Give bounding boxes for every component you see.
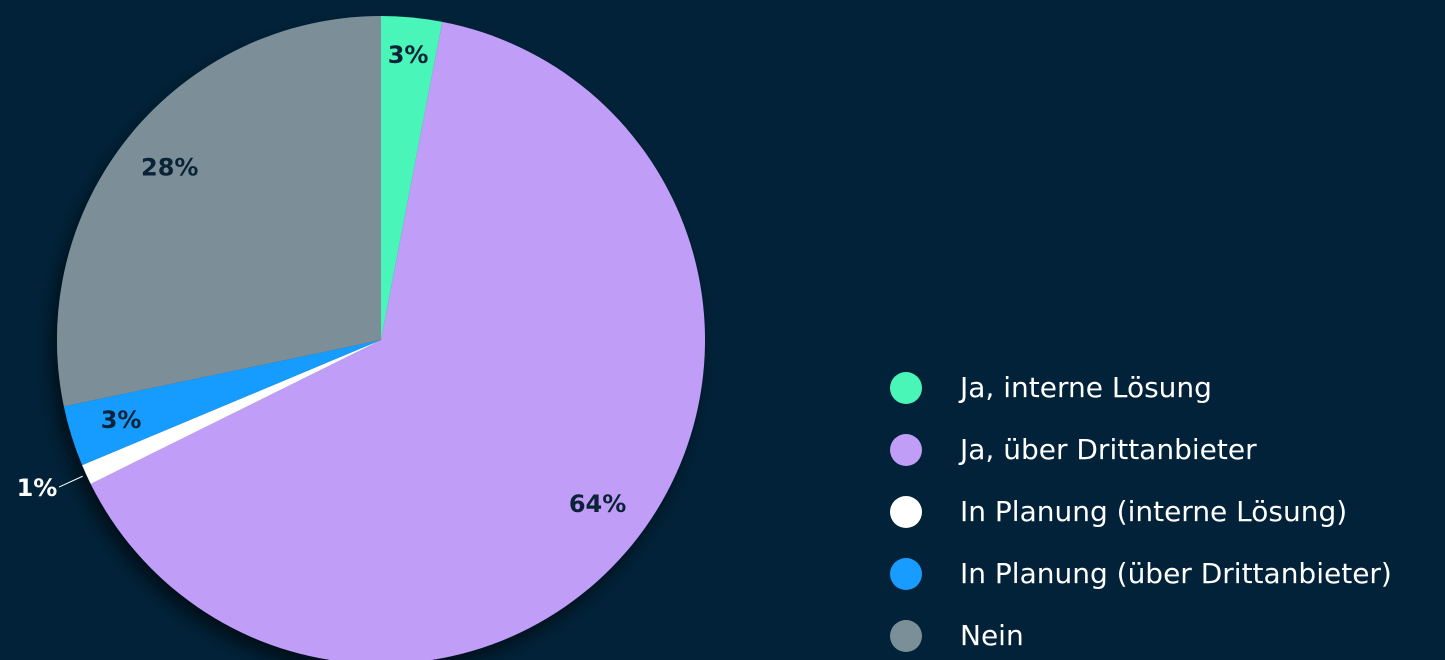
legend: Ja, interne Lösung Ja, über Drittanbieter… bbox=[890, 371, 1392, 652]
legend-swatch bbox=[890, 372, 922, 404]
legend-swatch bbox=[890, 620, 922, 652]
data-label: 1% bbox=[17, 474, 58, 502]
pie-slice bbox=[63, 340, 381, 466]
pie-slice bbox=[57, 16, 382, 407]
data-label: 3% bbox=[101, 406, 142, 434]
data-label: 28% bbox=[141, 153, 198, 181]
pie-slice bbox=[90, 21, 705, 660]
legend-label: Ja, interne Lösung bbox=[958, 371, 1212, 404]
pie bbox=[57, 16, 705, 660]
labels: 3% 64% 1% 3% 28% bbox=[17, 41, 627, 518]
pie-slice bbox=[82, 340, 381, 484]
legend-label: Nein bbox=[960, 619, 1024, 652]
data-label: 64% bbox=[569, 490, 626, 518]
leader-line bbox=[58, 475, 83, 488]
legend-label: In Planung (über Drittanbieter) bbox=[960, 557, 1392, 590]
pie-slice bbox=[381, 16, 443, 340]
data-label: 3% bbox=[388, 41, 429, 69]
legend-swatch bbox=[890, 434, 922, 466]
legend-swatch bbox=[890, 496, 922, 528]
legend-label: Ja, über Drittanbieter bbox=[958, 433, 1257, 466]
legend-swatch bbox=[890, 558, 922, 590]
legend-label: In Planung (interne Lösung) bbox=[960, 495, 1347, 528]
